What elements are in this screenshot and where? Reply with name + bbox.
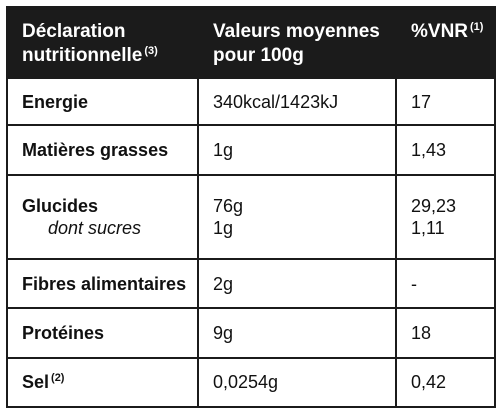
row-sub-value: 1g — [213, 217, 234, 238]
row-vnr: - — [396, 257, 494, 309]
table-row-glucides: Glucides dont sucres 76g 1g 29,23 1,11 — [8, 173, 494, 259]
row-vnr: 17 — [396, 76, 494, 126]
header-values-line1: Valeurs moyennes — [213, 21, 380, 42]
header-declaration-line1: Déclaration — [22, 21, 126, 42]
row-value-cell: 76g 1g — [198, 173, 397, 259]
row-sub-label: dont sucres — [48, 217, 142, 238]
row-label-cell: Sel (2) — [8, 356, 199, 406]
table-header-row: Déclaration nutritionnelle (3) Valeurs mo… — [8, 8, 494, 78]
nutrition-table-frame: Déclaration nutritionnelle (3) Valeurs mo… — [6, 6, 496, 408]
row-label-footnote: (2) — [51, 372, 65, 385]
header-vnr: %VNR (1) — [396, 8, 494, 78]
row-value: 340kcal/1423kJ — [198, 76, 397, 126]
row-value: 9g — [198, 307, 397, 358]
row-value: 1g — [198, 124, 397, 175]
header-values-line2: pour 100g — [213, 45, 304, 66]
header-vnr-footnote: (1) — [470, 20, 484, 33]
nutrition-table: Déclaration nutritionnelle (3) Valeurs mo… — [8, 8, 494, 406]
row-label: Sel — [22, 372, 50, 393]
row-value: 76g — [213, 195, 244, 216]
row-vnr: 1,43 — [396, 124, 494, 175]
row-label: Protéines — [8, 307, 199, 358]
table-row-sel: Sel (2) 0,0254g 0,42 — [8, 356, 494, 406]
row-label-cell: Glucides dont sucres — [8, 173, 199, 259]
row-value: 0,0254g — [198, 356, 397, 406]
header-vnr-label: %VNR — [411, 21, 469, 42]
row-vnr: 0,42 — [396, 356, 494, 406]
row-label: Glucides — [22, 195, 99, 216]
table-row-matieres-grasses: Matières grasses 1g 1,43 — [8, 124, 494, 175]
header-values: Valeurs moyennes pour 100g — [198, 8, 397, 78]
header-declaration-footnote: (3) — [144, 44, 158, 57]
row-label: Matières grasses — [8, 124, 199, 175]
row-label: Energie — [8, 76, 199, 126]
row-vnr: 29,23 — [411, 195, 457, 216]
table-row-fibres: Fibres alimentaires 2g - — [8, 257, 494, 309]
header-declaration: Déclaration nutritionnelle (3) — [8, 8, 199, 78]
table-row-proteines: Protéines 9g 18 — [8, 307, 494, 358]
row-label: Fibres alimentaires — [8, 257, 199, 309]
table-row-energie: Energie 340kcal/1423kJ 17 — [8, 76, 494, 126]
header-declaration-line2: nutritionnelle — [22, 45, 143, 66]
row-vnr-cell: 29,23 1,11 — [396, 173, 494, 259]
row-sub-vnr: 1,11 — [411, 217, 445, 238]
row-vnr: 18 — [396, 307, 494, 358]
row-value: 2g — [198, 257, 397, 309]
